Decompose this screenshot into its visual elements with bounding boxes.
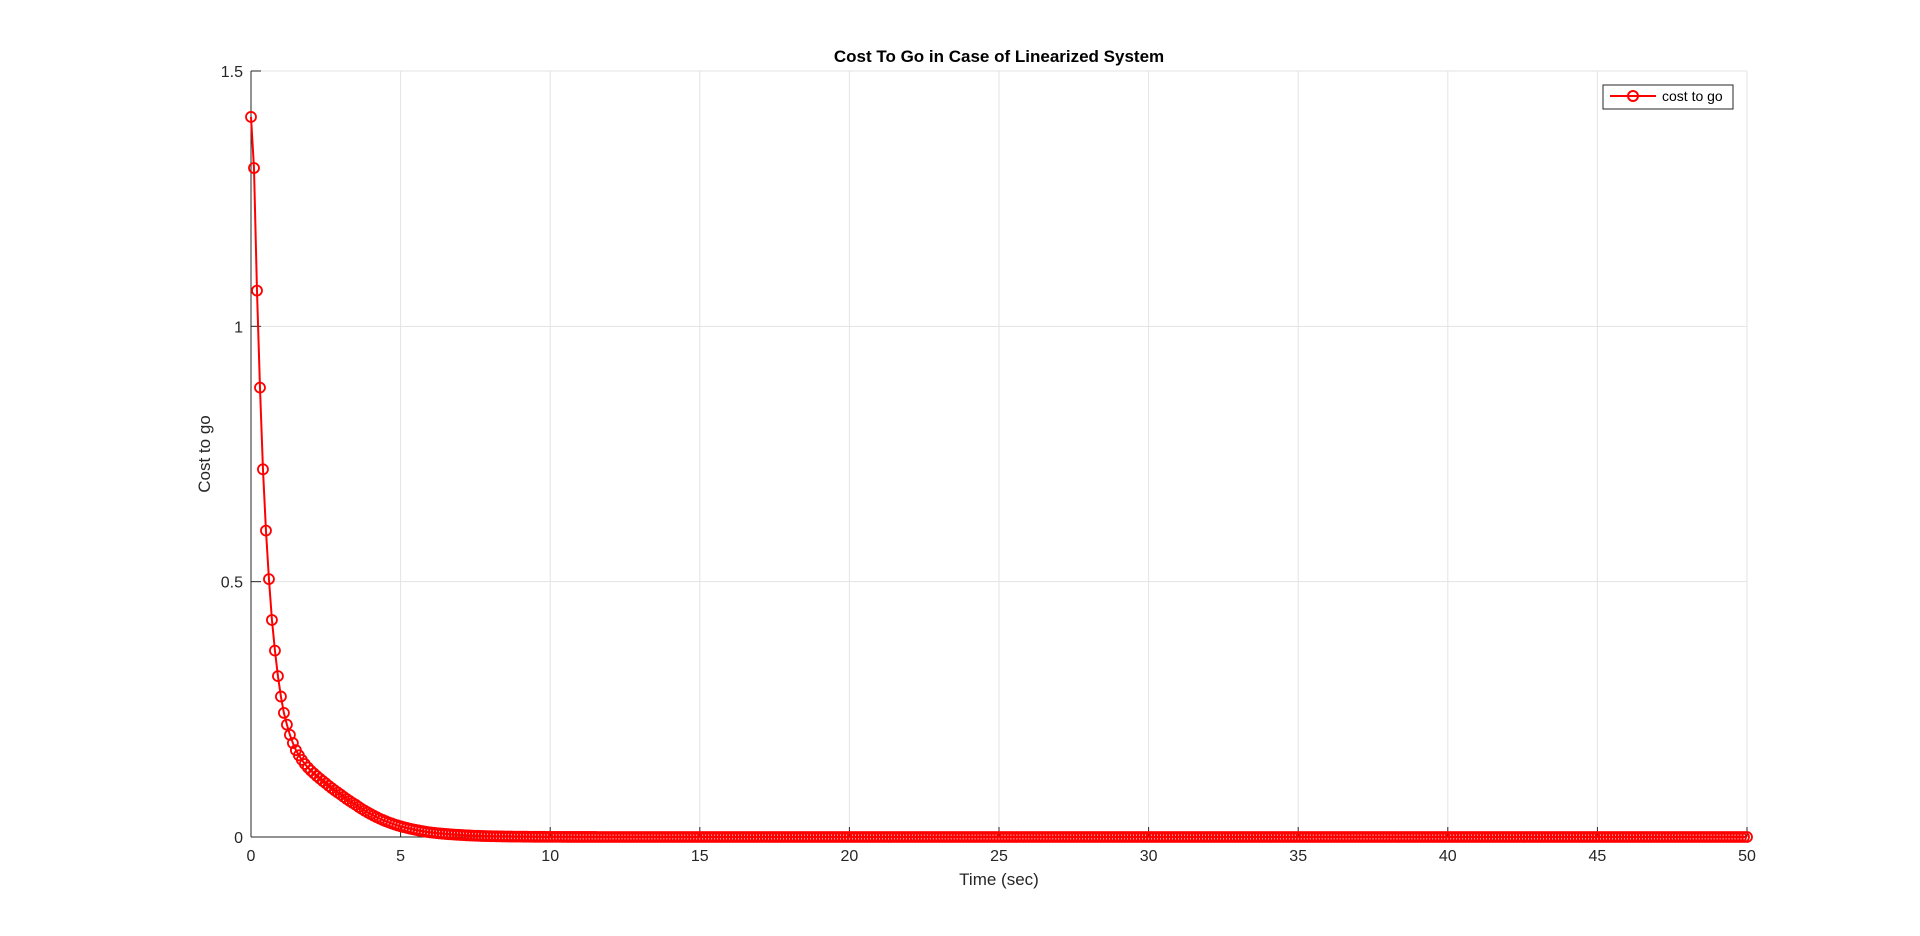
x-tick-label: 45 [1589,848,1607,865]
x-tick-labels: 0 5 10 15 20 25 30 35 40 45 50 [247,848,1756,865]
data-point-marker [266,614,278,626]
legend: cost to go [1602,84,1734,110]
x-tick-label: 25 [990,848,1008,865]
data-point-marker [272,670,284,683]
data-point-marker [260,524,272,537]
data-point-marker [352,801,365,813]
x-tick-label: 35 [1289,848,1307,865]
data-point-marker [280,718,293,731]
x-tick-label: 10 [541,848,559,865]
x-tick-label: 5 [396,848,405,865]
data-point-marker [269,644,281,657]
data-point-marker [340,793,353,805]
legend-box [1602,84,1734,110]
x-axis-label: Time (sec) [959,870,1039,889]
x-tick-label: 15 [691,848,709,865]
y-tick-labels: 0 0.5 1 1.5 [221,64,243,847]
y-tick-label: 1 [234,319,243,336]
x-tick-label: 0 [247,848,256,865]
data-point-marker [263,573,275,586]
data-point-marker [254,381,266,394]
data-point-marker [343,795,356,807]
data-point-marker [298,758,311,770]
data-point-marker [1741,831,1753,843]
data-point-marker [275,690,287,703]
y-tick-label: 1.5 [221,64,243,81]
x-tick-label: 50 [1738,848,1756,865]
legend-marker-sample [1627,90,1639,102]
data-point-marker [286,737,299,749]
x-tick-label: 30 [1140,848,1158,865]
series-cost-to-go [245,111,1753,843]
legend-label: cost to go [1662,88,1723,104]
data-point-marker [251,284,263,297]
data-point-marker [245,111,257,123]
chart-title: Cost To Go in Case of Linearized System [834,47,1164,66]
data-point-marker [278,707,290,719]
x-tick-label: 40 [1439,848,1457,865]
data-point-marker [248,162,260,174]
x-tick-label: 20 [841,848,859,865]
y-tick-label: 0.5 [221,575,243,592]
y-tick-label: 0 [234,830,243,847]
data-point-marker [257,463,269,476]
y-axis-label: Cost to go [195,415,214,493]
data-point-marker [301,761,314,774]
